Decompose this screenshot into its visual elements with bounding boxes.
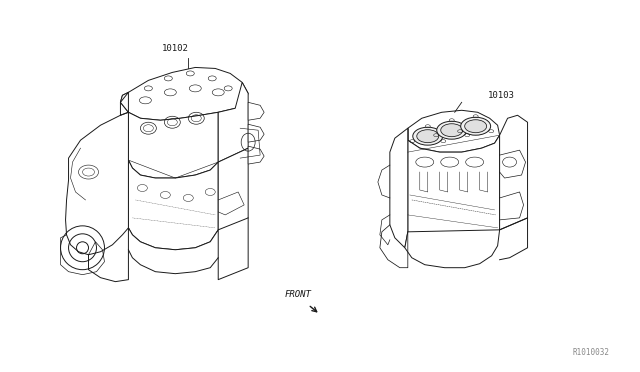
Polygon shape xyxy=(390,128,408,248)
Polygon shape xyxy=(129,228,218,274)
Polygon shape xyxy=(218,148,248,230)
Polygon shape xyxy=(129,160,218,250)
Polygon shape xyxy=(408,128,500,252)
Ellipse shape xyxy=(417,130,439,143)
Polygon shape xyxy=(65,112,129,255)
Polygon shape xyxy=(248,124,264,142)
Polygon shape xyxy=(218,82,248,162)
Text: FRONT: FRONT xyxy=(285,290,312,299)
Polygon shape xyxy=(405,230,500,268)
Ellipse shape xyxy=(461,117,491,135)
Ellipse shape xyxy=(441,124,463,137)
Ellipse shape xyxy=(436,121,467,139)
Ellipse shape xyxy=(413,127,443,145)
Polygon shape xyxy=(500,115,527,230)
Text: 10102: 10102 xyxy=(162,44,189,52)
Text: 10103: 10103 xyxy=(488,91,515,100)
Ellipse shape xyxy=(465,120,486,133)
Polygon shape xyxy=(120,67,248,120)
Polygon shape xyxy=(408,110,500,152)
Polygon shape xyxy=(248,146,264,164)
Polygon shape xyxy=(248,102,264,120)
Polygon shape xyxy=(120,92,218,178)
Text: R1010032: R1010032 xyxy=(572,348,609,357)
